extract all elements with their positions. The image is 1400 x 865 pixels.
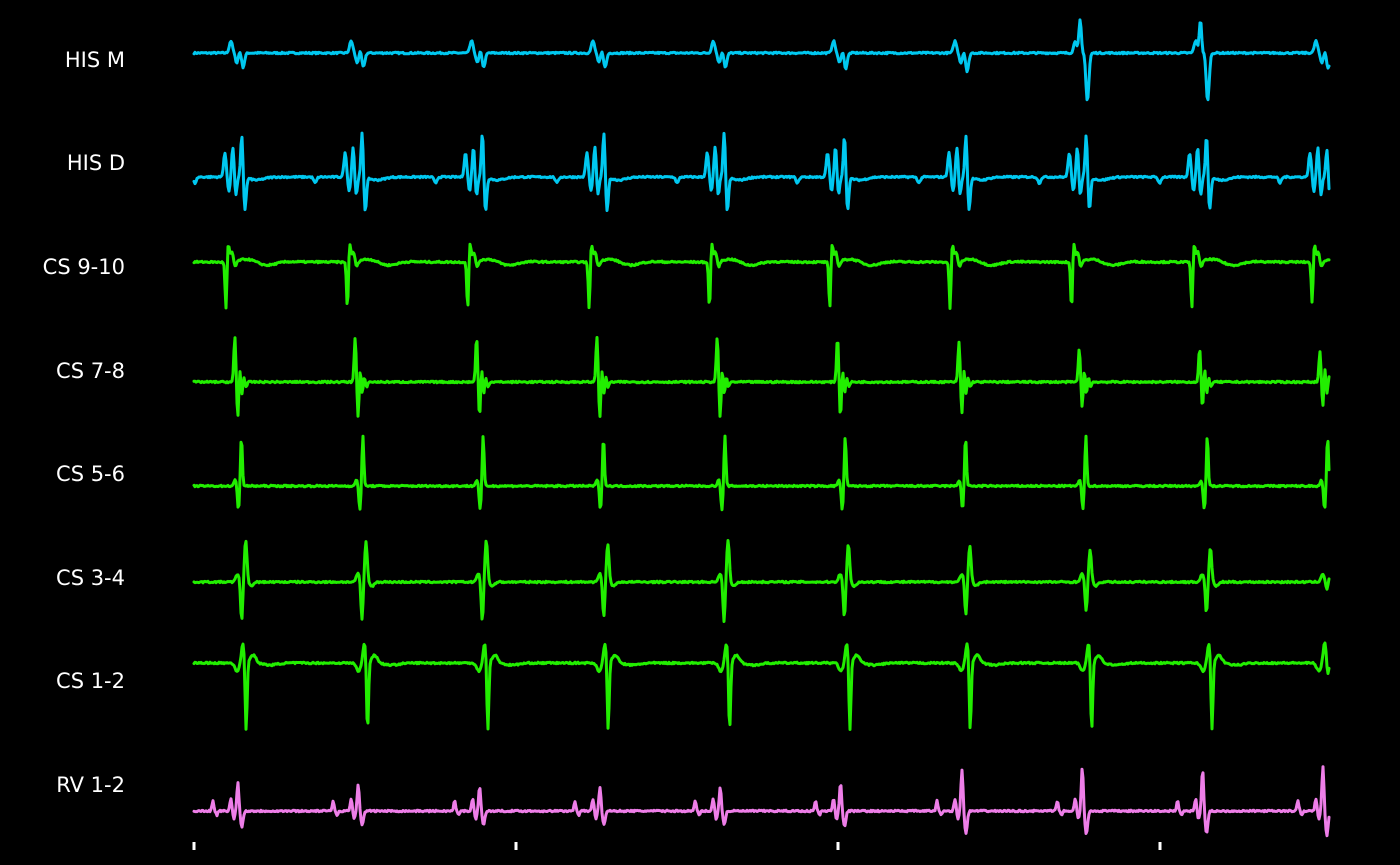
channel-label: HIS M bbox=[65, 48, 125, 72]
channel-label: CS 9-10 bbox=[43, 255, 125, 279]
trace-rv-1-2 bbox=[192, 765, 1331, 838]
trace-cs-7-8 bbox=[192, 336, 1331, 418]
x-axis-ticks bbox=[192, 842, 1162, 850]
trace-cs-3-4 bbox=[192, 539, 1331, 623]
channel-label: RV 1-2 bbox=[56, 773, 125, 797]
channel-label: CS 3-4 bbox=[56, 566, 125, 590]
trace-his-m bbox=[192, 18, 1331, 102]
channel-traces: HIS M HIS D CS 9-10 CS 7-8 CS 5-6 CS 3-4 CS 1-… bbox=[43, 18, 1331, 838]
channel-label: CS 5-6 bbox=[56, 462, 125, 486]
trace-his-d bbox=[192, 131, 1331, 212]
trace-cs-5-6 bbox=[192, 434, 1331, 512]
channel-label: CS 7-8 bbox=[56, 359, 125, 383]
channel-label: CS 1-2 bbox=[56, 669, 125, 693]
trace-cs-1-2 bbox=[192, 641, 1331, 731]
channel-label: HIS D bbox=[67, 151, 125, 175]
trace-cs-9-10 bbox=[192, 242, 1331, 310]
